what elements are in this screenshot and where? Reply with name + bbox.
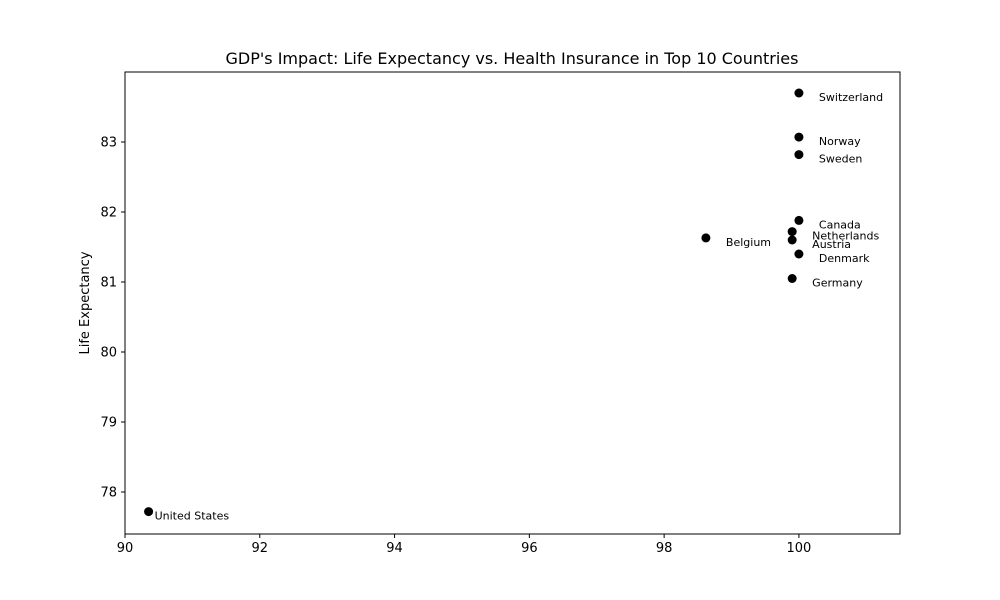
- scatter-point: [794, 132, 804, 142]
- point-label: Netherlands: [812, 230, 879, 243]
- plot-area-frame: [124, 71, 901, 535]
- point-label: Switzerland: [819, 91, 883, 104]
- point-label: Norway: [819, 135, 861, 148]
- x-tick-label: 96: [521, 541, 538, 556]
- y-tick-label: 80: [100, 346, 117, 361]
- point-label: Germany: [812, 277, 863, 290]
- point-label: Sweden: [819, 153, 862, 166]
- y-tick-label: 82: [100, 206, 117, 221]
- y-tick-label: 79: [100, 416, 117, 431]
- chart-title: GDP's Impact: Life Expectancy vs. Health…: [226, 49, 799, 68]
- point-label: Austria: [812, 238, 851, 251]
- scatter-point: [794, 249, 804, 259]
- y-tick-label: 83: [100, 136, 117, 151]
- point-label: Canada: [819, 218, 861, 231]
- scatter-point: [794, 88, 804, 98]
- scatter-point: [794, 150, 804, 160]
- axis-ticks: 90 92 94 96 98 100 78 79 80 81 82 83: [100, 136, 811, 557]
- scatter-point: [787, 235, 797, 245]
- x-tick-label: 92: [252, 541, 269, 556]
- scatter-point: [144, 507, 154, 517]
- point-label: United States: [155, 510, 230, 523]
- x-tick-label: 90: [117, 541, 134, 556]
- y-tick-label: 78: [100, 486, 117, 501]
- y-axis-label: Life Expectancy: [78, 251, 93, 354]
- x-tick-label: 94: [386, 541, 403, 556]
- x-tick-label: 98: [656, 541, 673, 556]
- data-points: United States Switzerland Norway Sweden Cana…: [144, 88, 883, 523]
- point-label: Denmark: [819, 252, 870, 265]
- scatter-point: [787, 227, 797, 237]
- scatter-point: [787, 274, 797, 283]
- x-tick-label: 100: [786, 541, 811, 556]
- y-tick-label: 81: [100, 276, 117, 291]
- scatter-point: [794, 215, 804, 225]
- scatter-point: [701, 233, 711, 243]
- point-label: Belgium: [726, 236, 771, 249]
